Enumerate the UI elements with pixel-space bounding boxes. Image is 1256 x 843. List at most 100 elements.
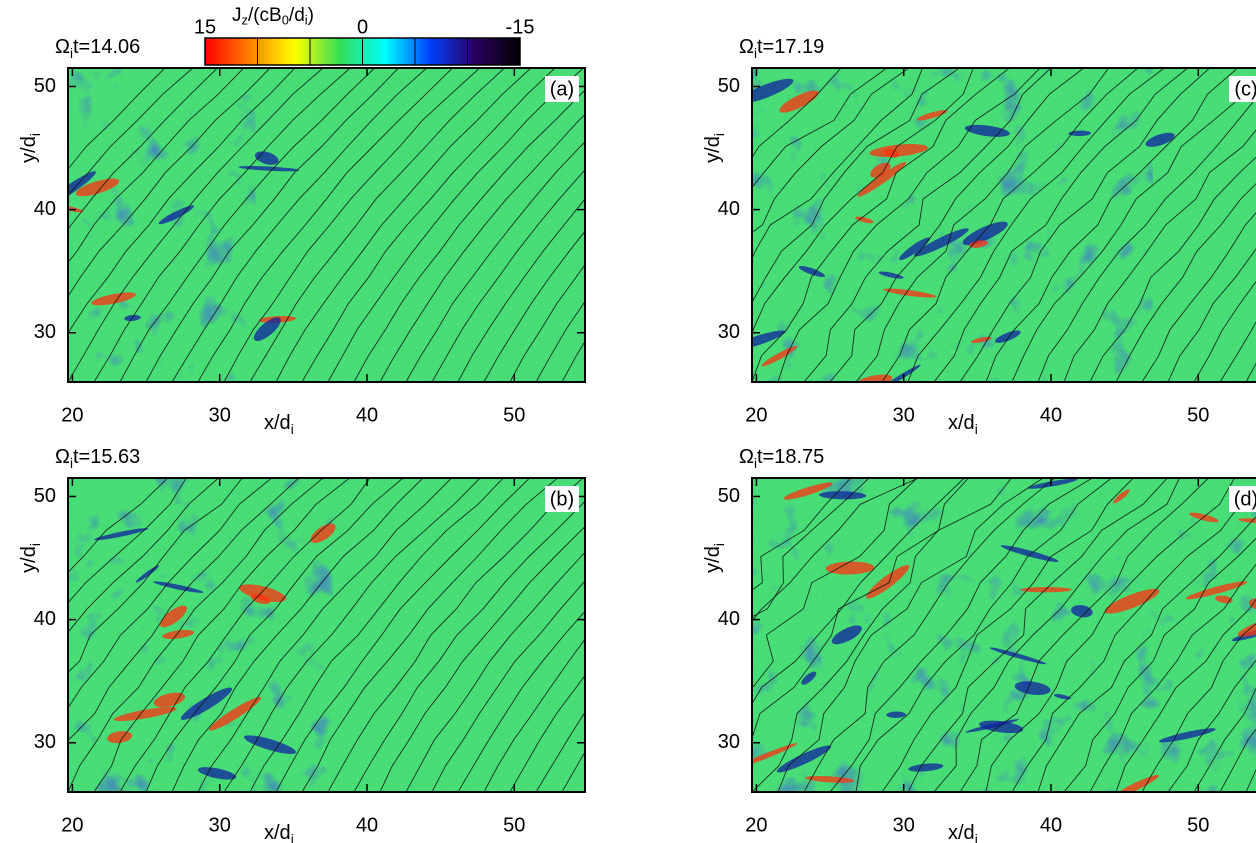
field-line xyxy=(752,478,852,591)
field-line xyxy=(907,478,1168,792)
field-line xyxy=(1193,687,1256,792)
field-line xyxy=(68,68,194,196)
current-sheet xyxy=(1068,130,1092,137)
current-sheet xyxy=(160,605,187,628)
field-line xyxy=(68,478,272,709)
x-tick-label: 30 xyxy=(209,814,231,836)
current-sheet xyxy=(239,584,286,603)
text-part: Ω xyxy=(55,36,70,58)
field-line xyxy=(959,478,1209,792)
x-tick-label: 50 xyxy=(503,814,525,836)
text-part: y/d xyxy=(702,546,724,573)
text-part: x/d xyxy=(264,822,291,843)
text-part: /(cB xyxy=(248,5,282,26)
panel-title: Ωit=14.06 xyxy=(55,36,140,60)
current-sheet xyxy=(779,90,819,113)
field-line xyxy=(752,478,965,705)
current-sheet xyxy=(68,171,96,207)
subscript: i xyxy=(70,46,73,61)
field-line xyxy=(1167,248,1256,382)
field-line xyxy=(379,113,585,382)
field-line xyxy=(752,68,974,338)
field-line xyxy=(327,68,584,382)
panel-label: (a) xyxy=(550,78,574,100)
field-line xyxy=(752,478,919,622)
y-axis-label: y/di xyxy=(18,543,42,573)
y-tick-label: 30 xyxy=(34,731,56,753)
y-tick-label: 30 xyxy=(718,731,740,753)
current-sheet xyxy=(1027,478,1078,489)
text-part: x/d xyxy=(948,412,975,434)
plot-frame xyxy=(751,477,1256,793)
field-line xyxy=(353,89,585,382)
field-line xyxy=(959,68,1211,382)
y-axis-label: y/di xyxy=(18,133,42,163)
field-line xyxy=(752,478,918,690)
current-sheet xyxy=(970,336,992,343)
panel-label-box xyxy=(1229,76,1256,102)
field-line xyxy=(483,638,585,792)
field-line xyxy=(145,478,404,792)
field-line xyxy=(855,68,1109,382)
field-line xyxy=(68,68,324,382)
x-tick-label: 20 xyxy=(61,404,83,426)
field-line xyxy=(68,68,218,230)
current-sheet xyxy=(886,711,906,718)
subscript: i xyxy=(70,456,73,471)
field-line xyxy=(1089,563,1256,792)
current-sheet xyxy=(831,625,862,645)
current-sheet xyxy=(916,109,948,121)
current-sheet xyxy=(1215,595,1233,604)
current-sheet xyxy=(238,165,300,172)
field-line xyxy=(301,478,558,792)
field-line xyxy=(752,68,960,304)
field-structures xyxy=(752,478,1256,792)
field-line xyxy=(803,478,1056,792)
current-sheet xyxy=(825,561,875,575)
subscript: i xyxy=(291,832,294,843)
current-sheet xyxy=(1014,681,1051,695)
text-part: x/d xyxy=(948,822,975,843)
x-tick-label: 30 xyxy=(209,404,231,426)
field-line xyxy=(379,526,585,792)
field-line xyxy=(68,68,296,335)
current-sheet xyxy=(1237,617,1256,637)
current-sheet xyxy=(1053,694,1071,700)
subscript: i xyxy=(712,133,727,136)
text-part: t=15.63 xyxy=(73,446,140,468)
current-sheet xyxy=(979,720,1024,734)
text-part: t=18.75 xyxy=(757,446,824,468)
current-sheet xyxy=(969,240,988,248)
field-line xyxy=(301,68,556,382)
text-part: x/d xyxy=(264,412,291,434)
field-line xyxy=(1063,537,1256,792)
y-tick-label: 50 xyxy=(34,75,56,97)
field-line xyxy=(1219,728,1256,792)
current-sheet xyxy=(253,317,281,341)
field-line xyxy=(752,478,1012,792)
field-line xyxy=(1115,598,1256,792)
subscript: z xyxy=(242,13,248,28)
text-part: y/d xyxy=(702,136,724,163)
y-tick-label: 40 xyxy=(34,608,56,630)
subscript: i xyxy=(975,832,978,843)
field-line xyxy=(119,68,375,382)
y-tick-label: 30 xyxy=(34,321,56,343)
current-sheet xyxy=(914,228,969,257)
field-line xyxy=(829,68,1085,382)
current-sheet xyxy=(180,687,233,720)
y-tick-label: 50 xyxy=(718,485,740,507)
current-sheet xyxy=(761,345,798,367)
current-sheet xyxy=(819,491,867,500)
panel-title: Ωit=15.63 xyxy=(55,446,140,470)
x-axis-label: x/di xyxy=(264,822,294,843)
subscript: i xyxy=(754,46,757,61)
panel-label-box xyxy=(545,486,579,512)
text-part: ) xyxy=(308,5,314,26)
field-line xyxy=(457,610,585,792)
current-sheet xyxy=(899,237,930,261)
field-line xyxy=(68,478,324,792)
field-line xyxy=(1037,516,1256,792)
x-axis-label: x/di xyxy=(948,412,978,436)
plot-frame xyxy=(751,67,1256,383)
